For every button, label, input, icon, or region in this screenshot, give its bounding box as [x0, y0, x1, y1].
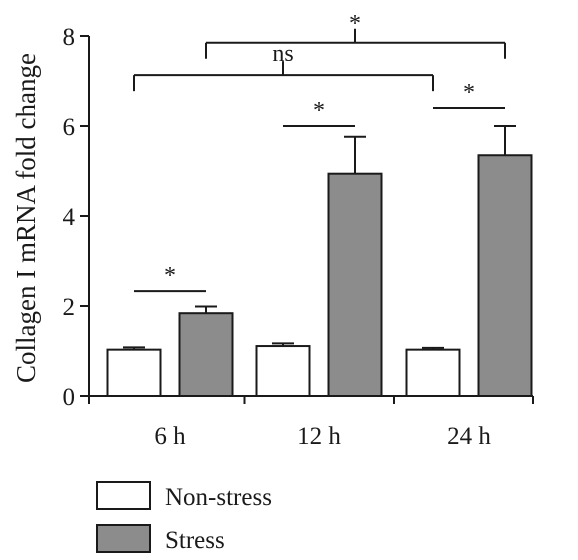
bar-stress-1	[327, 172, 383, 397]
bar-stress-0	[178, 312, 234, 398]
y-tick-label-0: 0	[63, 384, 76, 411]
x-tick-label-1: 12 h	[297, 423, 341, 450]
significance-0: *	[134, 263, 206, 293]
y-tick-label-2: 4	[63, 204, 76, 231]
significance-label-1: *	[313, 98, 325, 124]
significance-label-4: *	[349, 11, 361, 37]
significance-label-2: *	[463, 80, 475, 106]
x-tick-label-0: 6 h	[154, 423, 186, 450]
plot-area: 0 2 4 6 8 6 h 12 h 24 h * * * ns *	[63, 11, 534, 450]
significance-4: *	[205, 11, 506, 59]
y-axis-label: Collagen I mRNA fold change	[11, 53, 41, 383]
legend-swatch-non-stress	[96, 481, 151, 510]
y-tick-label-3: 6	[63, 114, 76, 141]
x-tick-label-2: 24 h	[447, 423, 491, 450]
significance-3: ns	[133, 41, 434, 92]
bar-non-stress-2	[405, 348, 461, 397]
legend-label-stress: Stress	[165, 527, 225, 554]
significance-label-3: ns	[272, 41, 293, 67]
bar-stress-2	[477, 154, 533, 397]
bar-non-stress-0	[106, 348, 162, 397]
y-tick-label-4: 8	[63, 24, 76, 51]
y-tick-label-1: 2	[63, 294, 76, 321]
significance-1: *	[283, 98, 355, 127]
bar-non-stress-1	[255, 345, 311, 397]
legend: Non-stress Stress	[96, 481, 272, 554]
significance-label-0: *	[164, 263, 176, 289]
legend-label-non-stress: Non-stress	[165, 484, 272, 511]
legend-swatch-stress	[96, 524, 151, 553]
significance-2: *	[433, 80, 505, 109]
